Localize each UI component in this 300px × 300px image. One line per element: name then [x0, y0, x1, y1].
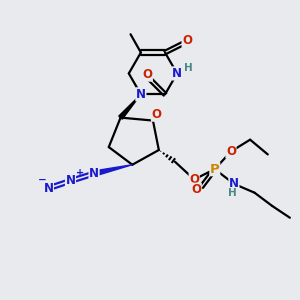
Text: +: +: [76, 168, 84, 178]
Text: O: O: [226, 145, 236, 158]
Text: N: N: [65, 174, 76, 188]
Text: O: O: [142, 68, 152, 81]
Polygon shape: [94, 165, 132, 176]
Text: P: P: [210, 163, 220, 176]
Text: N: N: [89, 167, 99, 180]
Text: O: O: [152, 108, 161, 121]
Text: N: N: [136, 88, 146, 101]
Text: H: H: [228, 188, 237, 198]
Text: N: N: [229, 177, 239, 190]
Text: O: O: [182, 34, 192, 47]
Text: −: −: [38, 175, 47, 185]
Polygon shape: [119, 94, 141, 119]
Text: O: O: [191, 183, 201, 196]
Text: H: H: [184, 63, 193, 73]
Text: O: O: [189, 173, 199, 186]
Text: N: N: [172, 67, 182, 80]
Text: N: N: [44, 182, 53, 195]
